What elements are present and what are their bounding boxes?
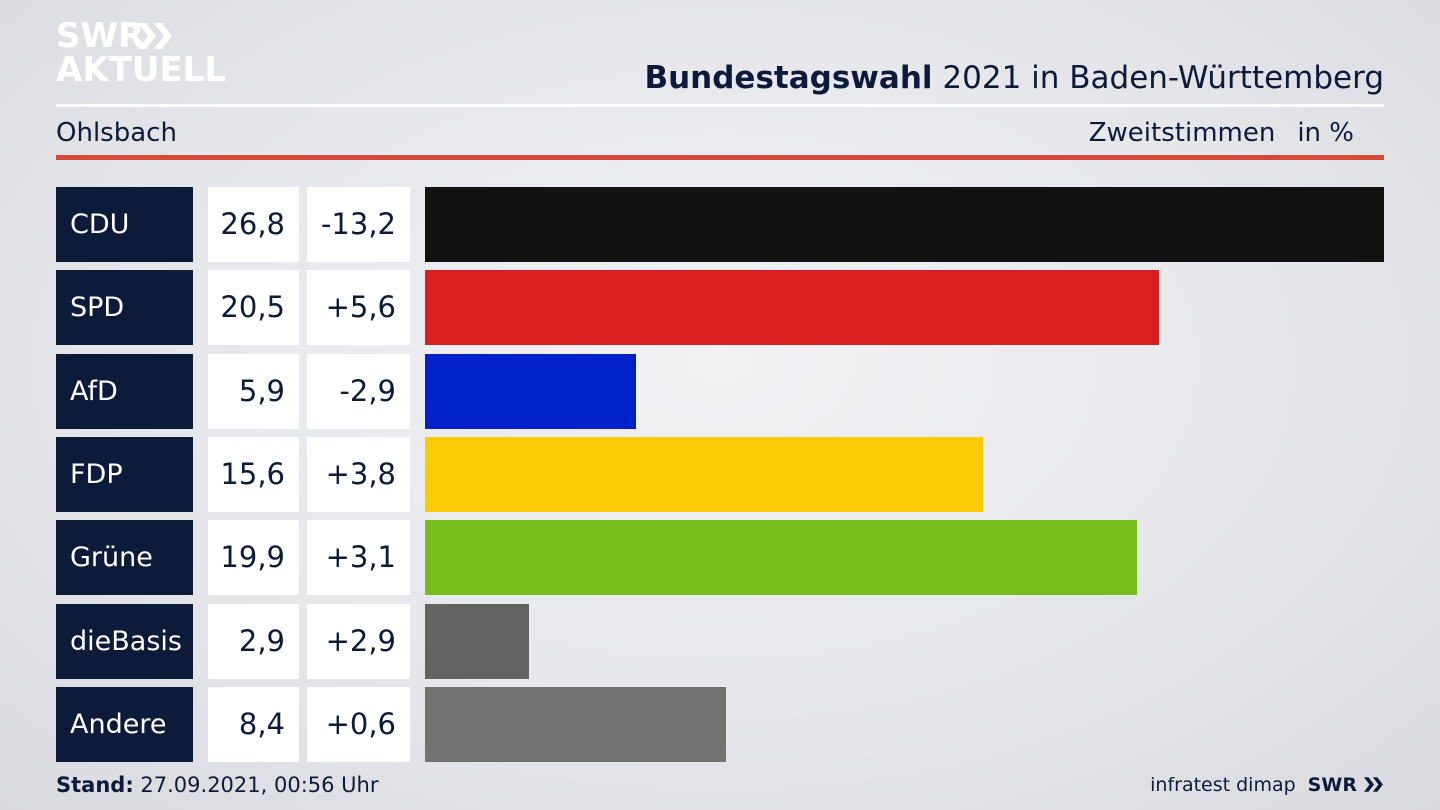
measure-label: Zweitstimmen in %	[1089, 116, 1354, 150]
party-label: Grüne	[56, 520, 193, 595]
vote-share-label: 26,8	[208, 187, 299, 262]
party-label: AfD	[56, 354, 193, 429]
chart-row-fdp: FDP 15,6 +3,8	[56, 437, 1384, 512]
change-label: +5,6	[307, 270, 410, 345]
title-bold: Bundestagswahl	[644, 60, 933, 96]
party-label: Andere	[56, 687, 193, 762]
double-chevron-icon	[1364, 777, 1383, 792]
vote-share-label: 19,9	[208, 520, 299, 595]
party-label: dieBasis	[56, 604, 193, 679]
page-title: Bundestagswahl 2021 in Baden-Württemberg	[644, 58, 1384, 98]
vote-share-label: 15,6	[208, 437, 299, 512]
party-label: SPD	[56, 270, 193, 345]
stand-label: Stand:	[56, 773, 134, 797]
measure-text: Zweitstimmen	[1088, 118, 1276, 148]
vote-share-label: 8,4	[208, 687, 299, 762]
swr-aktuell-logo: SWR AKTUELL	[56, 16, 226, 90]
timestamp: Stand: 27.09.2021, 00:56 Uhr	[56, 770, 379, 800]
vote-share-label: 5,9	[208, 354, 299, 429]
chart-row-spd: SPD 20,5 +5,6	[56, 270, 1384, 345]
stand-value: 27.09.2021, 00:56 Uhr	[133, 773, 379, 797]
accent-divider	[56, 155, 1384, 160]
bar-andere	[425, 687, 726, 762]
logo-line-1: SWR	[56, 16, 145, 56]
bar-cdu	[425, 187, 1384, 262]
header-divider	[56, 104, 1384, 107]
brand-label: SWR	[1307, 774, 1357, 796]
party-label: CDU	[56, 187, 193, 262]
change-label: +3,1	[307, 520, 410, 595]
source-credit: infratest dimap SWR	[1150, 771, 1384, 799]
bar-fdp	[425, 437, 983, 512]
bar-diebasis	[425, 604, 529, 679]
unit-text: in %	[1297, 118, 1354, 148]
chart-row-afd: AfD 5,9 -2,9	[56, 354, 1384, 429]
chart-row-cdu: CDU 26,8 -13,2	[56, 187, 1384, 262]
chart-row-diebasis: dieBasis 2,9 +2,9	[56, 604, 1384, 679]
vote-share-label: 20,5	[208, 270, 299, 345]
bar-spd	[425, 270, 1159, 345]
chart-row-andere: Andere 8,4 +0,6	[56, 687, 1384, 762]
chart-row-grüne: Grüne 19,9 +3,1	[56, 520, 1384, 595]
location-label: Ohlsbach	[56, 118, 177, 148]
bar-grüne	[425, 520, 1137, 595]
logo-line-2: AKTUELL	[56, 50, 227, 90]
bar-afd	[425, 354, 636, 429]
source-label: infratest dimap	[1150, 774, 1296, 796]
change-label: -13,2	[307, 187, 410, 262]
change-label: +2,9	[307, 604, 410, 679]
change-label: +0,6	[307, 687, 410, 762]
change-label: -2,9	[307, 354, 410, 429]
change-label: +3,8	[307, 437, 410, 512]
party-label: FDP	[56, 437, 193, 512]
title-rest: 2021 in Baden-Württemberg	[932, 60, 1384, 96]
vote-share-label: 2,9	[208, 604, 299, 679]
double-chevron-icon	[138, 23, 172, 49]
